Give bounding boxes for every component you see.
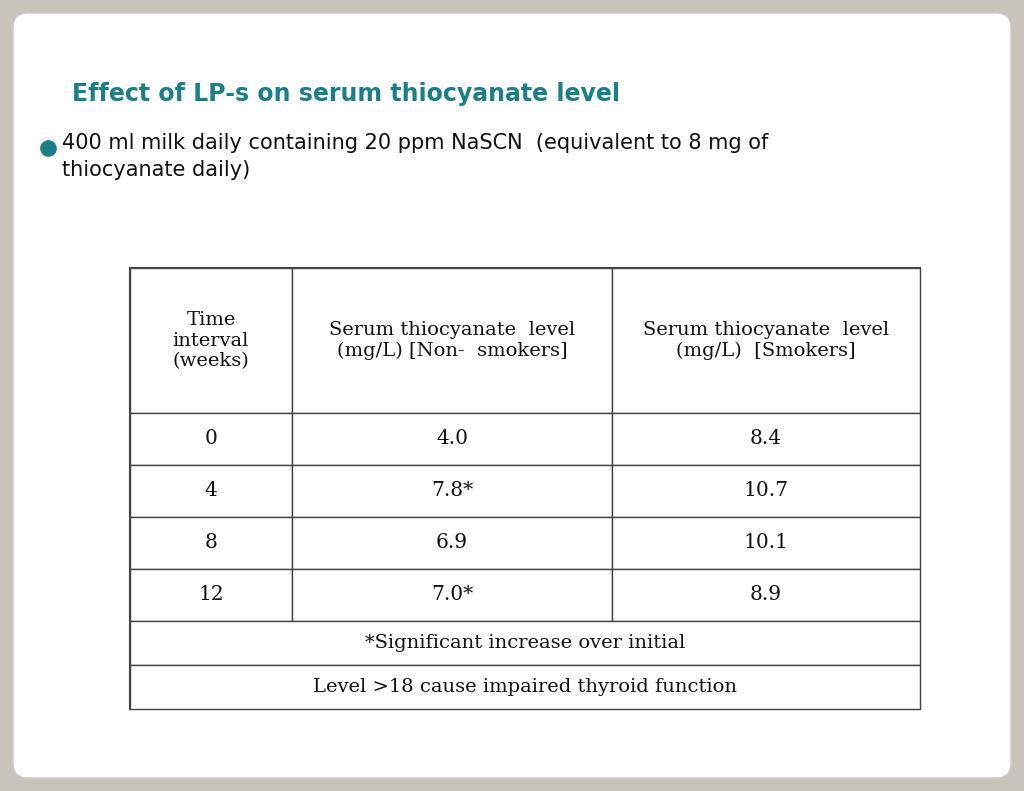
Bar xyxy=(612,517,920,569)
Text: 0: 0 xyxy=(205,430,217,448)
Bar xyxy=(292,268,612,413)
Bar xyxy=(292,569,612,621)
Text: 10.7: 10.7 xyxy=(743,482,788,501)
Bar xyxy=(130,665,920,709)
Text: 12: 12 xyxy=(199,585,224,604)
Text: 4: 4 xyxy=(205,482,217,501)
Bar xyxy=(130,268,292,413)
Bar xyxy=(130,621,920,665)
Bar xyxy=(612,268,920,413)
Text: Serum thiocyanate  level
(mg/L)  [Smokers]: Serum thiocyanate level (mg/L) [Smokers] xyxy=(643,321,889,360)
Text: 7.0*: 7.0* xyxy=(431,585,473,604)
Text: Level >18 cause impaired thyroid function: Level >18 cause impaired thyroid functio… xyxy=(313,678,737,696)
Bar xyxy=(292,517,612,569)
Bar xyxy=(130,517,292,569)
Text: 6.9: 6.9 xyxy=(436,533,468,552)
Text: 8: 8 xyxy=(205,533,217,552)
Bar xyxy=(292,413,612,465)
Bar xyxy=(612,465,920,517)
Text: 8.4: 8.4 xyxy=(750,430,782,448)
Text: Serum thiocyanate  level
(mg/L) [Non-  smokers]: Serum thiocyanate level (mg/L) [Non- smo… xyxy=(329,321,575,360)
Bar xyxy=(612,413,920,465)
Bar xyxy=(292,465,612,517)
Text: Time
interval
(weeks): Time interval (weeks) xyxy=(173,311,250,370)
Bar xyxy=(612,569,920,621)
Bar xyxy=(130,465,292,517)
FancyBboxPatch shape xyxy=(13,13,1011,778)
Text: thiocyanate daily): thiocyanate daily) xyxy=(62,160,250,180)
Text: 7.8*: 7.8* xyxy=(431,482,473,501)
Bar xyxy=(130,569,292,621)
Text: 4.0: 4.0 xyxy=(436,430,468,448)
Text: Effect of LP-s on serum thiocyanate level: Effect of LP-s on serum thiocyanate leve… xyxy=(72,82,620,106)
Text: 8.9: 8.9 xyxy=(750,585,782,604)
Text: *Significant increase over initial: *Significant increase over initial xyxy=(365,634,685,652)
Text: 10.1: 10.1 xyxy=(743,533,788,552)
Bar xyxy=(130,413,292,465)
Text: 400 ml milk daily containing 20 ppm NaSCN  (equivalent to 8 mg of: 400 ml milk daily containing 20 ppm NaSC… xyxy=(62,133,768,153)
Bar xyxy=(130,268,920,709)
